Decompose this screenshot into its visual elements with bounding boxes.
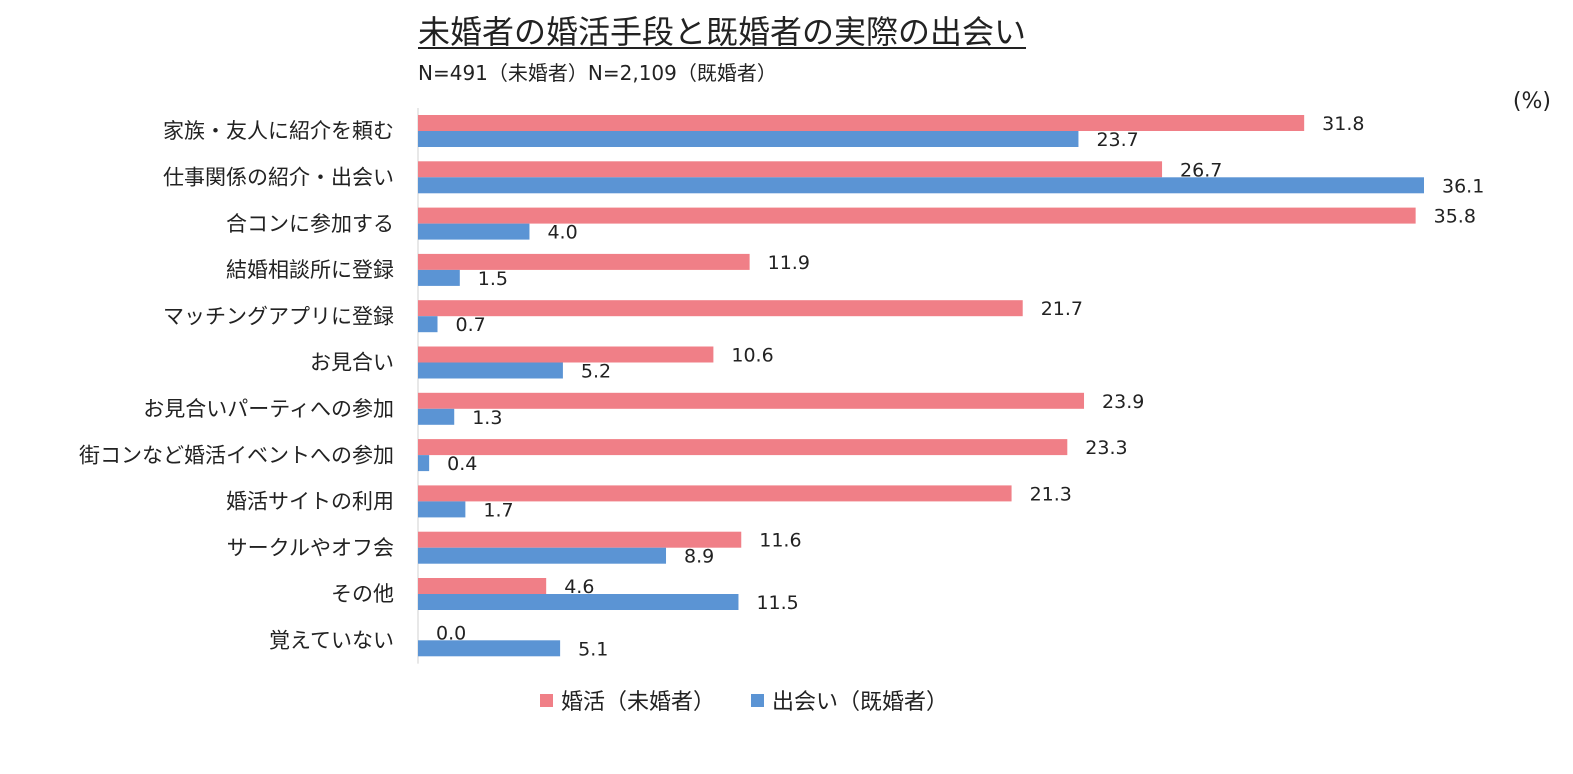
- data-label: 1.3: [472, 407, 502, 429]
- data-label: 4.6: [564, 576, 594, 598]
- data-label: 0.7: [456, 314, 486, 336]
- data-label: 21.3: [1030, 483, 1072, 505]
- bar-deai: [418, 316, 438, 333]
- bar-konkatsu: [418, 207, 1416, 224]
- legend-label-series-1: 婚活（未婚者）: [561, 690, 716, 715]
- category-label: 合コンに参加する: [226, 212, 394, 236]
- bar-deai: [418, 455, 430, 472]
- data-label: 23.7: [1096, 129, 1138, 151]
- category-label: お見合いパーティへの参加: [143, 397, 394, 421]
- data-label: 11.9: [768, 252, 810, 274]
- data-label: 5.1: [578, 638, 608, 660]
- bar-deai: [418, 362, 563, 379]
- bar-deai: [418, 408, 455, 425]
- category-label: マッチングアプリに登録: [163, 304, 394, 328]
- category-label: その他: [331, 582, 394, 606]
- bar-konkatsu: [418, 578, 547, 594]
- data-label: 26.7: [1180, 159, 1222, 181]
- legend-swatch-series-2: [751, 693, 765, 707]
- data-label: 36.1: [1442, 175, 1484, 197]
- category-label: 覚えていない: [269, 628, 394, 652]
- bar-konkatsu: [418, 439, 1068, 456]
- legend-item-series-1: 婚活（未婚者）: [540, 684, 715, 716]
- data-label: 8.9: [684, 546, 714, 568]
- bar-konkatsu: [418, 161, 1163, 178]
- bar-deai: [418, 547, 667, 564]
- legend-label-series-2: 出会い（既婚者）: [772, 690, 949, 715]
- data-label: 21.7: [1041, 298, 1083, 320]
- category-label: サークルやオフ会: [227, 536, 394, 560]
- bar-konkatsu: [418, 300, 1023, 317]
- bar-deai: [418, 501, 466, 518]
- bar-deai: [418, 177, 1424, 194]
- data-label: 0.4: [447, 453, 477, 475]
- data-label: 1.5: [478, 268, 508, 290]
- chart-title: 未婚者の婚活手段と既婚者の実際の出会い: [418, 13, 1027, 51]
- data-label: 23.3: [1085, 437, 1127, 459]
- bar-konkatsu: [418, 485, 1012, 502]
- category-label: 家族・友人に紹介を頼む: [163, 119, 394, 143]
- data-label: 0.0: [436, 622, 466, 644]
- bar-deai: [418, 640, 561, 657]
- data-label: 10.6: [731, 345, 773, 367]
- bar-deai: [418, 131, 1079, 147]
- chart-subtitle: N=491（未婚者）N=2,109（既婚者）: [418, 61, 777, 85]
- data-label: 4.0: [547, 222, 577, 244]
- bar-konkatsu: [418, 531, 742, 548]
- category-label: 仕事関係の紹介・出会い: [163, 165, 394, 189]
- unit-label: (%): [1513, 89, 1551, 114]
- chart-legend: 婚活（未婚者） 出会い（既婚者）: [540, 685, 948, 715]
- data-label: 1.7: [483, 499, 513, 521]
- category-label: 婚活サイトの利用: [226, 490, 394, 514]
- bar-deai: [418, 594, 739, 610]
- data-label: 11.6: [759, 530, 801, 552]
- category-label: お見合い: [310, 351, 394, 375]
- data-label: 11.5: [756, 592, 798, 614]
- data-label: 35.8: [1434, 206, 1476, 228]
- bar-konkatsu: [418, 253, 750, 270]
- category-label: 結婚相談所に登録: [226, 258, 394, 282]
- bar-konkatsu: [418, 115, 1305, 131]
- data-label: 23.9: [1102, 391, 1144, 413]
- legend-item-series-2: 出会い（既婚者）: [751, 684, 948, 716]
- data-label: 31.8: [1322, 113, 1364, 135]
- data-label: 5.2: [581, 361, 611, 383]
- bar-deai: [418, 269, 460, 286]
- bar-konkatsu: [418, 392, 1085, 409]
- bar-konkatsu: [418, 346, 714, 363]
- category-label: 街コンなど婚活イベントへの参加: [79, 443, 394, 467]
- bar-deai: [418, 223, 530, 240]
- legend-swatch-series-1: [540, 693, 553, 707]
